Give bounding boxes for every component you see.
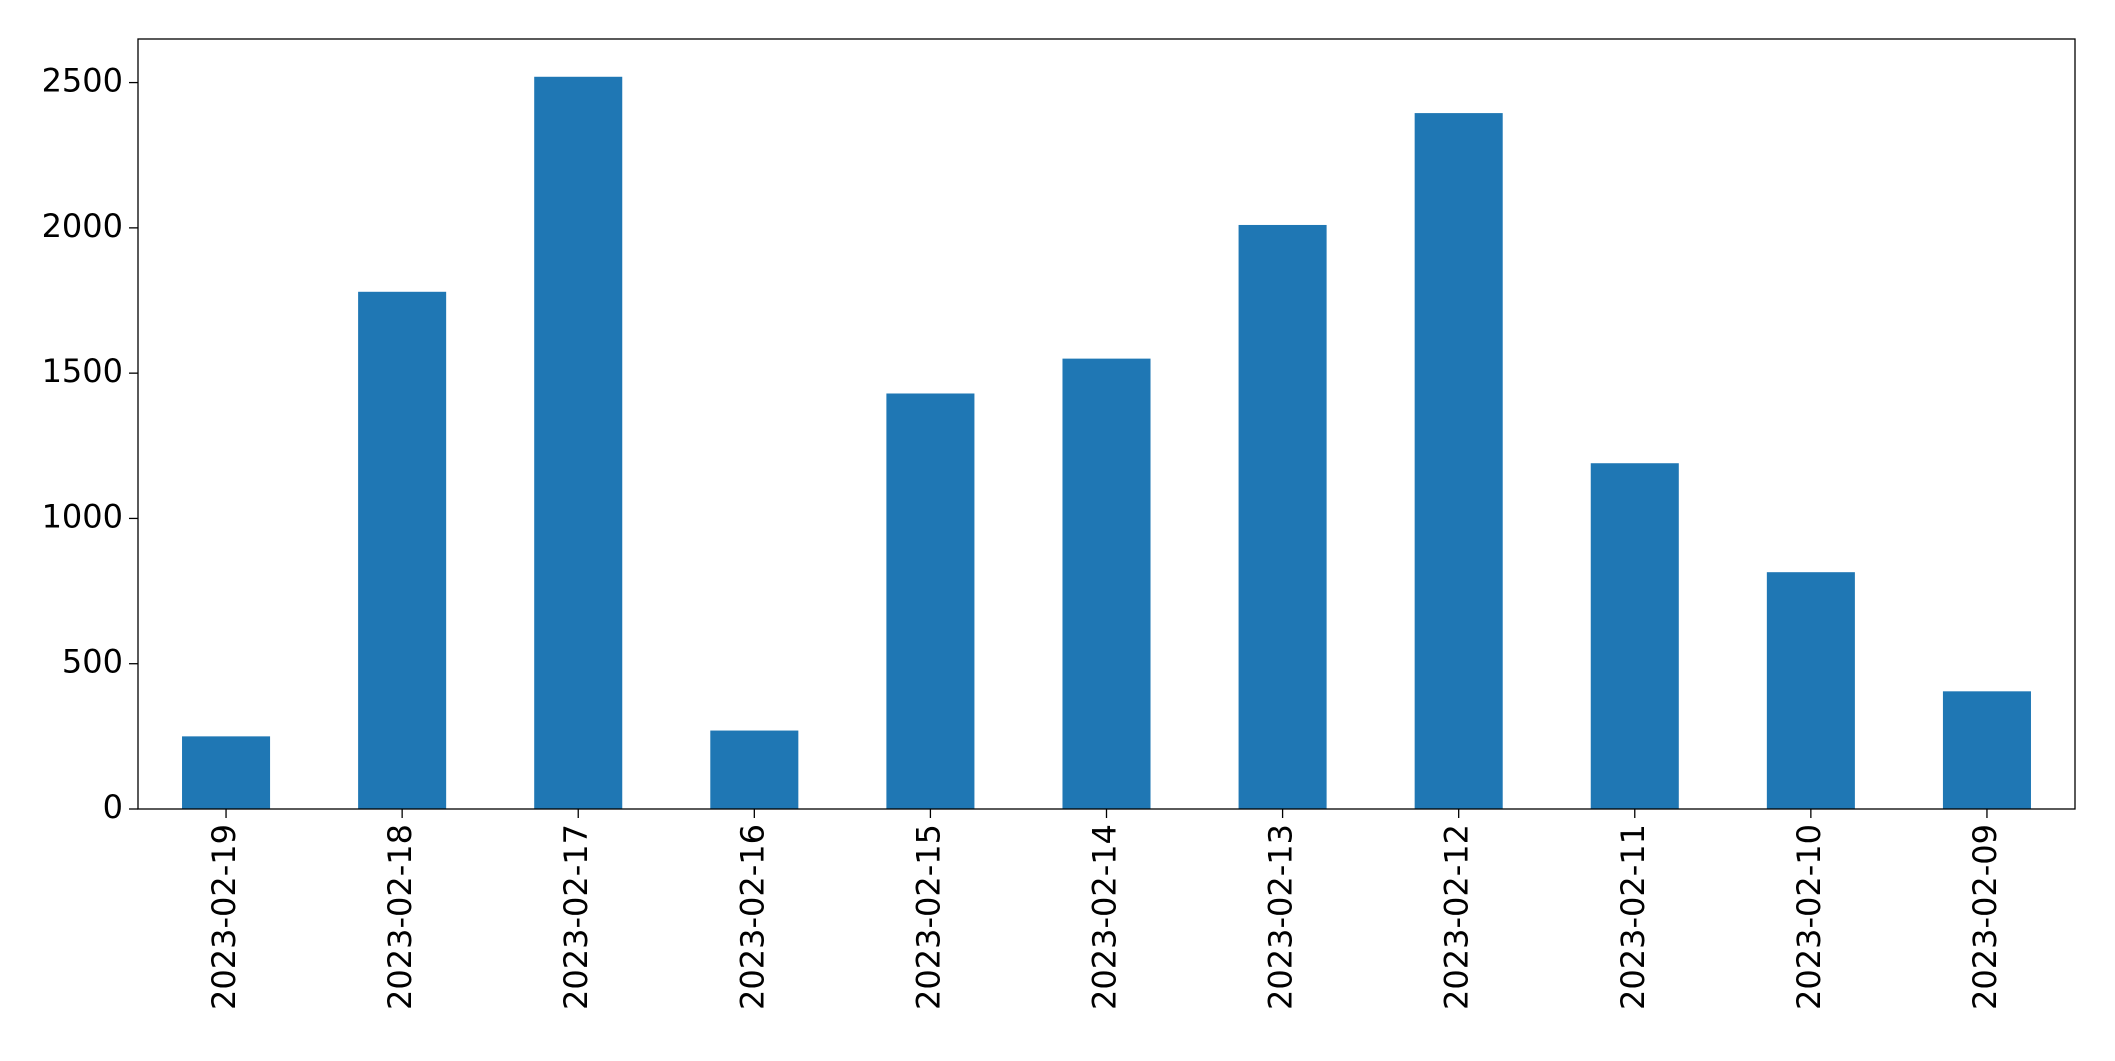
bar	[182, 736, 271, 809]
x-tick-label: 2023-02-11	[1614, 824, 1652, 1010]
bar	[1942, 691, 2031, 809]
bar	[1238, 224, 1327, 809]
x-tick-label: 2023-02-14	[1086, 824, 1124, 1010]
bar	[1766, 572, 1855, 809]
x-tick-label: 2023-02-09	[1966, 824, 2004, 1010]
y-tick-label: 500	[62, 643, 123, 681]
x-tick-label: 2023-02-17	[557, 824, 595, 1010]
bar	[1062, 358, 1151, 809]
y-tick-label: 1500	[42, 352, 123, 390]
x-tick-label: 2023-02-10	[1790, 824, 1828, 1010]
plot-frame	[137, 38, 2076, 810]
y-tick-label: 2000	[42, 207, 123, 245]
x-tick-label: 2023-02-13	[1262, 824, 1300, 1010]
bar	[710, 730, 799, 809]
bar	[358, 291, 447, 809]
bar	[1414, 113, 1503, 809]
bar	[886, 393, 975, 809]
bar	[1590, 463, 1679, 809]
y-tick-label: 0	[103, 788, 123, 826]
y-tick-label: 1000	[42, 497, 123, 535]
x-tick-label: 2023-02-19	[205, 824, 243, 1010]
x-tick-label: 2023-02-12	[1438, 824, 1476, 1010]
x-tick-label: 2023-02-15	[909, 824, 947, 1010]
x-tick-label: 2023-02-18	[381, 824, 419, 1010]
y-tick-label: 2500	[42, 62, 123, 100]
x-tick-label: 2023-02-16	[733, 824, 771, 1010]
bar	[534, 76, 623, 810]
